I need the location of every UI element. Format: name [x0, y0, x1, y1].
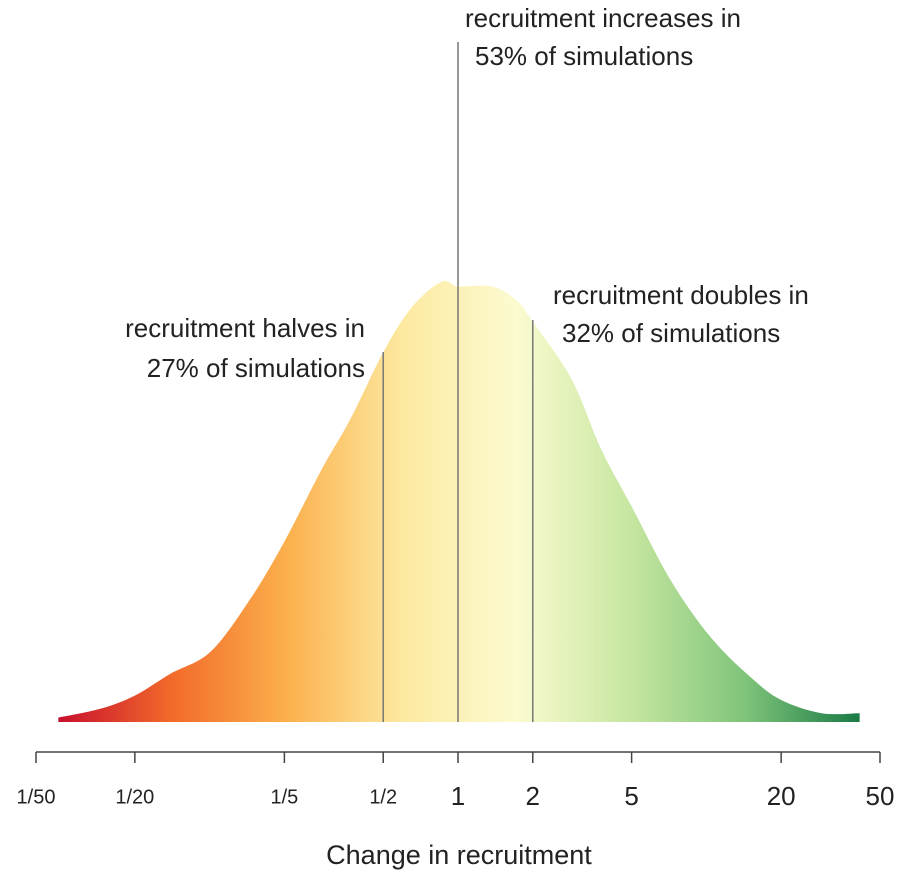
x-axis-label: Change in recruitment	[326, 840, 592, 870]
x-tick-label: 1/2	[369, 786, 397, 808]
annotation: recruitment doubles in	[553, 280, 809, 310]
annotation: 32% of simulations	[562, 318, 780, 348]
x-tick-label: 1	[451, 781, 465, 811]
annotation: 27% of simulations	[147, 353, 365, 383]
x-tick-label: 1/5	[270, 786, 298, 808]
x-tick-label: 2	[526, 781, 540, 811]
annotation: 53% of simulations	[475, 41, 693, 71]
density-area	[58, 280, 860, 722]
x-tick-label: 5	[624, 781, 638, 811]
annotation: recruitment halves in	[125, 313, 365, 343]
annotation: recruitment increases in	[465, 3, 741, 33]
x-tick-label: 20	[767, 781, 796, 811]
x-tick-label: 1/20	[115, 786, 154, 808]
x-tick-label: 1/50	[17, 786, 56, 808]
x-tick-label: 50	[866, 781, 895, 811]
